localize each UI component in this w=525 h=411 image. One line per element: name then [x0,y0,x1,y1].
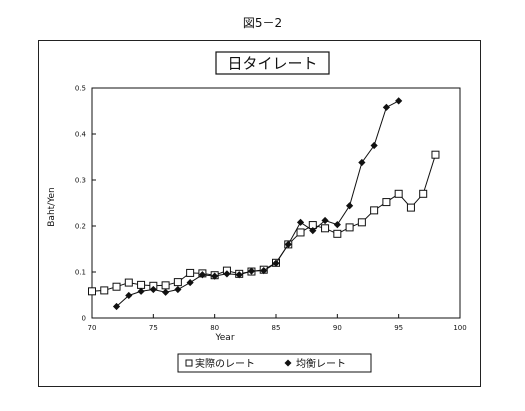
data-point-equilibrium [211,272,219,280]
data-point-actual [431,150,440,159]
x-tick-label: 80 [210,324,219,332]
data-point-equilibrium [272,259,280,267]
data-point-actual [296,228,305,237]
data-point-equilibrium [321,216,329,225]
data-point-equilibrium [137,287,145,295]
data-point-actual [124,278,133,287]
legend-marker-equilibrium [284,359,292,367]
data-point-actual [419,189,428,198]
data-point-equilibrium [125,291,133,300]
data-point-equilibrium [235,271,243,279]
data-point-actual [333,229,342,238]
data-point-actual [173,278,182,287]
data-point-equilibrium [333,221,341,229]
chart-title-box [215,51,330,75]
data-point-equilibrium [309,227,317,235]
data-point-actual [186,268,195,277]
data-point-equilibrium [198,271,206,279]
legend-label-actual: 実際のレート [195,357,255,370]
data-point-equilibrium [395,97,403,105]
data-point-equilibrium [174,285,182,294]
data-point-actual [137,280,146,289]
data-point-actual [112,282,121,291]
data-point-actual [88,287,96,296]
legend-label-equilibrium: 均衡レート [296,358,346,370]
data-point-equilibrium [260,267,268,275]
series-line-1 [116,100,399,307]
data-point-equilibrium [284,240,292,248]
series-layer [88,97,440,311]
x-tick-label: 95 [394,324,403,332]
plot-area-border [91,87,461,319]
data-point-equilibrium [296,218,305,226]
data-point-actual [321,224,330,233]
y-tick-label: 0.5 [75,85,86,93]
data-point-actual [345,223,354,232]
legend: 実際のレート 均衡レート [177,353,372,373]
data-point-equilibrium [370,141,378,150]
data-point-actual [357,218,366,227]
data-point-actual [100,286,109,295]
x-tick-label: 70 [88,324,97,332]
x-tick-label: 85 [272,324,281,332]
x-axis-title: Year [214,333,234,343]
x-tick-label: 75 [149,324,158,332]
y-tick-label: 0.3 [75,177,86,185]
data-point-equilibrium [162,288,170,296]
y-tick-label: 0.4 [75,131,87,139]
axes: 70 75 80 85 90 95 100 0 0.1 0.2 0.3 0.4 0.5 [75,85,467,333]
y-tick-label: 0.1 [75,269,86,277]
y-tick-label: 0 [82,315,86,323]
data-point-equilibrium [346,202,354,210]
data-point-equilibrium [112,302,121,311]
data-point-actual [161,281,170,290]
line-chart: 日タイレート 70 75 80 85 90 95 100 0 0.1 0.2 0.3 0.4 0.5 Y… [47,51,467,373]
x-tick-label: 90 [333,324,342,332]
chart-title: 日タイレート [227,55,317,73]
figure-caption: 図5－2 [242,16,283,30]
legend-marker-actual [185,359,193,367]
data-point-equilibrium [358,158,366,167]
data-point-actual [406,203,415,212]
y-tick-label: 0.2 [75,223,86,231]
chart-frame: 日タイレート 70 75 80 85 90 95 100 0 0.1 0.2 0.3 0.4 0.5 Y… [38,40,481,387]
x-tick-label: 100 [453,324,466,332]
data-point-actual [370,206,379,215]
data-point-actual [382,198,391,207]
data-point-actual [394,189,403,198]
data-point-equilibrium [186,278,194,287]
data-point-equilibrium [382,103,390,111]
y-axis-title: Baht/Yen [47,187,57,227]
legend-box [177,353,372,373]
